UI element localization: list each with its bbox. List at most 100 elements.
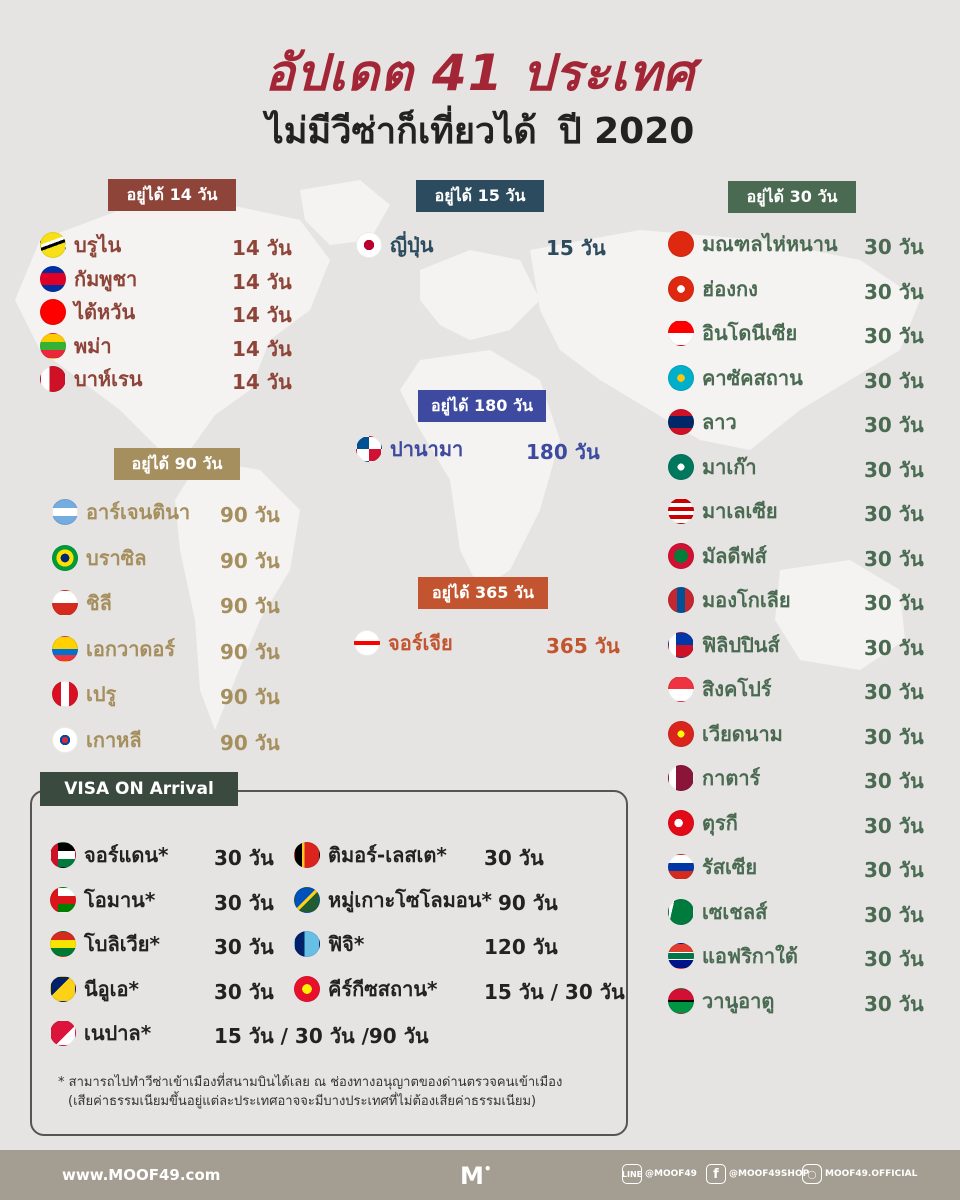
visa-note-line-2: (เสียค่าธรรมเนียมขึ้นอยู่แต่ละประเทศอาจจ… (68, 1094, 537, 1109)
flag-fiji-icon (294, 931, 320, 957)
stay-duration: 30 วัน (864, 280, 924, 304)
country-row: กัมพูชา 14 วัน (40, 264, 292, 294)
country-row: มาเลเซีย 30 วัน (668, 496, 924, 526)
flag-jordan-icon (50, 842, 76, 868)
stay-duration: 180 วัน (526, 440, 600, 464)
facebook-link[interactable]: f @MOOF49SHOP (706, 1164, 809, 1184)
country-name: สิงคโปร์ (702, 677, 772, 701)
country-name: ญี่ปุ่น (390, 233, 434, 257)
country-name: อาร์เจนตินา (86, 500, 191, 524)
country-row: เซเชลส์ 30 วัน (668, 897, 924, 927)
footer: www.MOOF49.com M• LINE @MOOF49 f @MOOF49… (0, 1150, 960, 1200)
stay-duration: 30 วัน (214, 935, 274, 959)
stay-duration: 30 วัน (864, 680, 924, 704)
country-row: จอร์แดน* 30 วัน (50, 840, 274, 870)
flag-turkey-icon (668, 810, 694, 836)
country-row: เปรู 90 วัน (52, 679, 280, 709)
country-row: นีอูเอ* 30 วัน (50, 974, 274, 1004)
country-name: ฮ่องกง (702, 277, 758, 301)
country-row: บาห์เรน 14 วัน (40, 364, 292, 394)
flag-maldives-icon (668, 543, 694, 569)
greenland-shape (300, 180, 390, 245)
stay-duration: 14 วัน (232, 270, 292, 294)
brand-logo: M• (460, 1162, 492, 1190)
stay-duration: 30 วัน (864, 458, 924, 482)
flag-japan-icon (356, 232, 382, 258)
instagram-link[interactable]: ◯ MOOF49.OFFICIAL (802, 1164, 917, 1184)
flag-vanuatu-icon (668, 988, 694, 1014)
country-row: ลาว 30 วัน (668, 407, 924, 437)
country-name: รัสเซีย (702, 855, 758, 879)
stay-duration: 30 วัน (864, 547, 924, 571)
world-map-background (15, 180, 920, 730)
group-tag-14-days: อยู่ได้ 14 วัน (108, 179, 236, 211)
stay-duration: 90 วัน (220, 503, 280, 527)
country-name: วานูอาตู (702, 989, 775, 1013)
country-name: หมู่เกาะโซโลมอน* (328, 888, 492, 912)
country-row: ไต้หวัน 14 วัน (40, 297, 292, 327)
country-row: เวียดนาม 30 วัน (668, 719, 924, 749)
stay-duration: 365 วัน (546, 634, 620, 658)
stay-duration: 30 วัน (864, 769, 924, 793)
instagram-handle: MOOF49.OFFICIAL (825, 1169, 918, 1179)
stay-duration: 30 วัน (214, 980, 274, 1004)
country-row: มองโกเลีย 30 วัน (668, 585, 924, 615)
stay-duration: 30 วัน (864, 858, 924, 882)
country-row: เกาหลี 90 วัน (52, 725, 280, 755)
line-handle: @MOOF49 (645, 1169, 697, 1179)
flag-russia-icon (668, 854, 694, 880)
flag-macau-icon (668, 454, 694, 480)
country-name: เวียดนาม (702, 722, 783, 746)
country-row: ฟิลิปปินส์ 30 วัน (668, 630, 924, 660)
country-name: กัมพูชา (74, 267, 138, 291)
stay-duration: 90 วัน (220, 549, 280, 573)
country-row: มัลดีฟส์ 30 วัน (668, 541, 924, 571)
visa-note-line-1: * สามารถไปทำวีซ่าเข้าเมืองที่สนามบินได้เ… (58, 1075, 563, 1090)
brand-logo-letter: M (460, 1162, 484, 1190)
flag-timorleste-icon (294, 842, 320, 868)
country-row: วานูอาตู 30 วัน (668, 986, 924, 1016)
stay-duration: 14 วัน (232, 303, 292, 327)
flag-argentina-icon (52, 499, 78, 525)
flag-kazakhstan-icon (668, 365, 694, 391)
country-row: บรูไน 14 วัน (40, 230, 292, 260)
country-name: เนปาล* (84, 1021, 152, 1045)
country-name: จอร์เจีย (388, 631, 453, 655)
facebook-handle: @MOOF49SHOP (729, 1169, 810, 1179)
country-name: ปานามา (390, 437, 464, 461)
country-name: แอฟริกาใต้ (702, 944, 798, 968)
flag-panama-icon (356, 436, 382, 462)
page-subtitle: ไม่มีวีซ่าก็เที่ยวได้ ปี 2020 (0, 102, 960, 159)
country-name: มาเลเซีย (702, 499, 778, 523)
stay-duration: 30 วัน (864, 413, 924, 437)
country-row: ตุรกี 30 วัน (668, 808, 924, 838)
page-title: อัปเดต 41 ประเทศ (264, 44, 696, 102)
country-name: นีอูเอ* (84, 977, 139, 1001)
group-tag-30-days: อยู่ได้ 30 วัน (728, 181, 856, 213)
country-name: อินโดนีเซีย (702, 321, 798, 345)
flag-china-icon (668, 231, 694, 257)
country-row: กาตาร์ 30 วัน (668, 763, 924, 793)
flag-niue-icon (50, 976, 76, 1002)
country-name: คาซัคสถาน (702, 366, 803, 390)
country-row: โบลิเวีย* 30 วัน (50, 929, 274, 959)
flag-cambodia-icon (40, 266, 66, 292)
stay-duration: 90 วัน (498, 891, 558, 915)
stay-duration: 30 วัน (864, 502, 924, 526)
stay-duration: 30 วัน (864, 947, 924, 971)
flag-brunei-icon (40, 232, 66, 258)
country-name: ชิลี (86, 591, 112, 615)
country-row: แอฟริกาใต้ 30 วัน (668, 941, 924, 971)
flag-solomon-icon (294, 887, 320, 913)
country-name: ลาว (702, 410, 737, 434)
country-name: มัลดีฟส์ (702, 544, 767, 568)
stay-duration: 30 วัน (484, 846, 544, 870)
flag-myanmar-icon (40, 333, 66, 359)
year-text: ปี 2020 (558, 111, 695, 152)
flag-ecuador-icon (52, 636, 78, 662)
stay-duration: 90 วัน (220, 685, 280, 709)
line-link[interactable]: LINE @MOOF49 (622, 1164, 697, 1184)
flag-bahrain-icon (40, 366, 66, 392)
website-link[interactable]: www.MOOF49.com (62, 1166, 221, 1184)
stay-duration: 30 วัน (864, 369, 924, 393)
